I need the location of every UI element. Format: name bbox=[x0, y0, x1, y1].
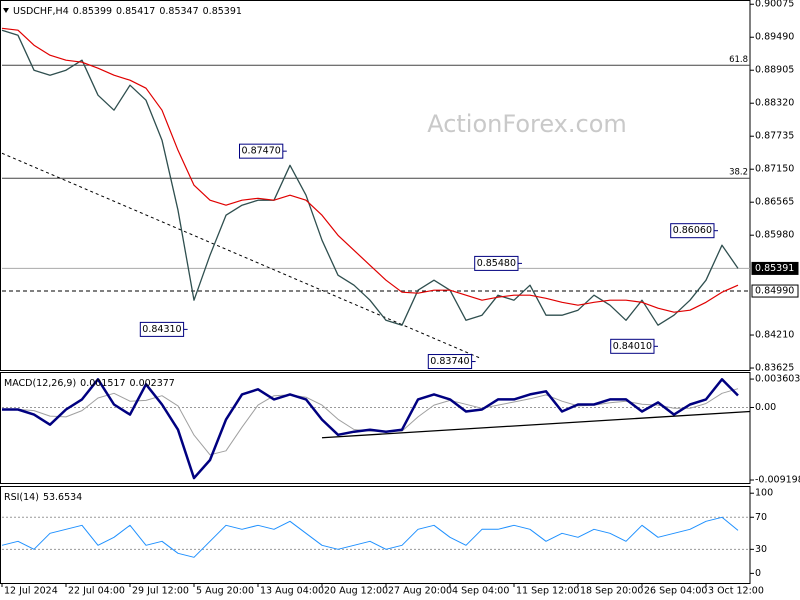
header-value: 53.6534 bbox=[43, 492, 82, 503]
trend-line bbox=[1, 152, 481, 359]
price-annotation: 0.84310 bbox=[142, 324, 181, 335]
y-tick-label: 0.88905 bbox=[755, 65, 794, 76]
series-line bbox=[1, 516, 739, 558]
price-annotation: 0.85480 bbox=[477, 258, 516, 269]
header-value: 0.001517 bbox=[80, 378, 125, 389]
y-tick-label: 0.88320 bbox=[755, 98, 794, 109]
x-tick-label: 29 Jul 12:00 bbox=[132, 586, 189, 597]
header-value: 0.85347 bbox=[159, 6, 198, 17]
x-tick-label: 18 Sep 20:00 bbox=[580, 586, 643, 597]
watermark: ActionForex.com bbox=[427, 110, 627, 138]
price-label: 0.84990 bbox=[755, 286, 794, 297]
x-tick-label: 11 Sep 12:00 bbox=[516, 586, 579, 597]
indicator-title: MACD(12,26,9) bbox=[4, 378, 76, 389]
header-value: 0.85391 bbox=[203, 6, 242, 17]
y-tick-label: 100 bbox=[755, 488, 773, 499]
y-tick-label: 0.87735 bbox=[755, 131, 794, 142]
price-annotation: 0.87470 bbox=[242, 146, 281, 157]
trend-line bbox=[321, 410, 751, 439]
x-tick-label: 22 Jul 04:00 bbox=[68, 586, 125, 597]
fib-label: 38.2 bbox=[729, 168, 748, 178]
price-annotation: 0.83740 bbox=[430, 356, 469, 367]
x-tick-label: 5 Aug 20:00 bbox=[196, 586, 254, 597]
indicator-title: USDCHF,H4 bbox=[13, 6, 69, 17]
panel-header: MACD(12,26,9) 0.001517 0.002377 bbox=[4, 378, 175, 389]
y-tick-label: 70 bbox=[755, 512, 767, 523]
panel-frame bbox=[0, 0, 751, 371]
panel-header: USDCHF,H4 0.85399 0.85417 0.85347 0.85391 bbox=[13, 6, 242, 17]
y-tick-label: 0 bbox=[755, 568, 761, 579]
x-tick-label: 12 Jul 2024 bbox=[4, 586, 58, 597]
price-annotation: 0.86060 bbox=[673, 225, 712, 236]
series-line bbox=[1, 29, 739, 326]
panel-frame bbox=[0, 372, 751, 484]
x-tick-label: 27 Aug 20:00 bbox=[388, 586, 452, 597]
series-line bbox=[1, 388, 739, 456]
header-value: 0.002377 bbox=[130, 378, 175, 389]
price-label: 0.85391 bbox=[755, 263, 794, 274]
indicator-title: RSI(14) bbox=[4, 492, 39, 503]
y-tick-label: 0.85980 bbox=[755, 230, 794, 241]
price-label-box bbox=[751, 284, 799, 298]
y-tick-label: 0.89490 bbox=[755, 32, 794, 43]
price-label-box bbox=[751, 261, 799, 275]
panel-frame bbox=[0, 486, 751, 584]
y-tick-label: -0.009198 bbox=[755, 474, 800, 485]
panel-header: RSI(14) 53.6534 bbox=[4, 492, 82, 503]
series-line bbox=[2, 378, 739, 480]
x-tick-label: 3 Oct 12:00 bbox=[708, 586, 764, 597]
y-tick-label: 0.86565 bbox=[755, 197, 794, 208]
price-annotation: 0.84010 bbox=[613, 341, 652, 352]
x-tick-label: 4 Sep 04:00 bbox=[452, 586, 509, 597]
y-tick-label: 30 bbox=[755, 544, 767, 555]
header-value: 0.85417 bbox=[116, 6, 155, 17]
collapse-icon bbox=[3, 8, 9, 13]
x-tick-label: 13 Aug 04:00 bbox=[260, 586, 324, 597]
x-tick-label: 26 Sep 04:00 bbox=[644, 586, 707, 597]
y-tick-label: 0.003603 bbox=[755, 374, 800, 385]
y-tick-label: 0.83625 bbox=[755, 363, 794, 374]
y-tick-label: 0.90075 bbox=[755, 0, 794, 10]
y-tick-label: 0.00 bbox=[755, 402, 776, 413]
fib-label: 61.8 bbox=[729, 55, 748, 65]
header-value: 0.85399 bbox=[73, 6, 112, 17]
y-tick-label: 0.87150 bbox=[755, 164, 794, 175]
series-line bbox=[1, 27, 739, 313]
y-tick-label: 0.84210 bbox=[755, 330, 794, 341]
x-tick-label: 20 Aug 12:00 bbox=[324, 586, 388, 597]
